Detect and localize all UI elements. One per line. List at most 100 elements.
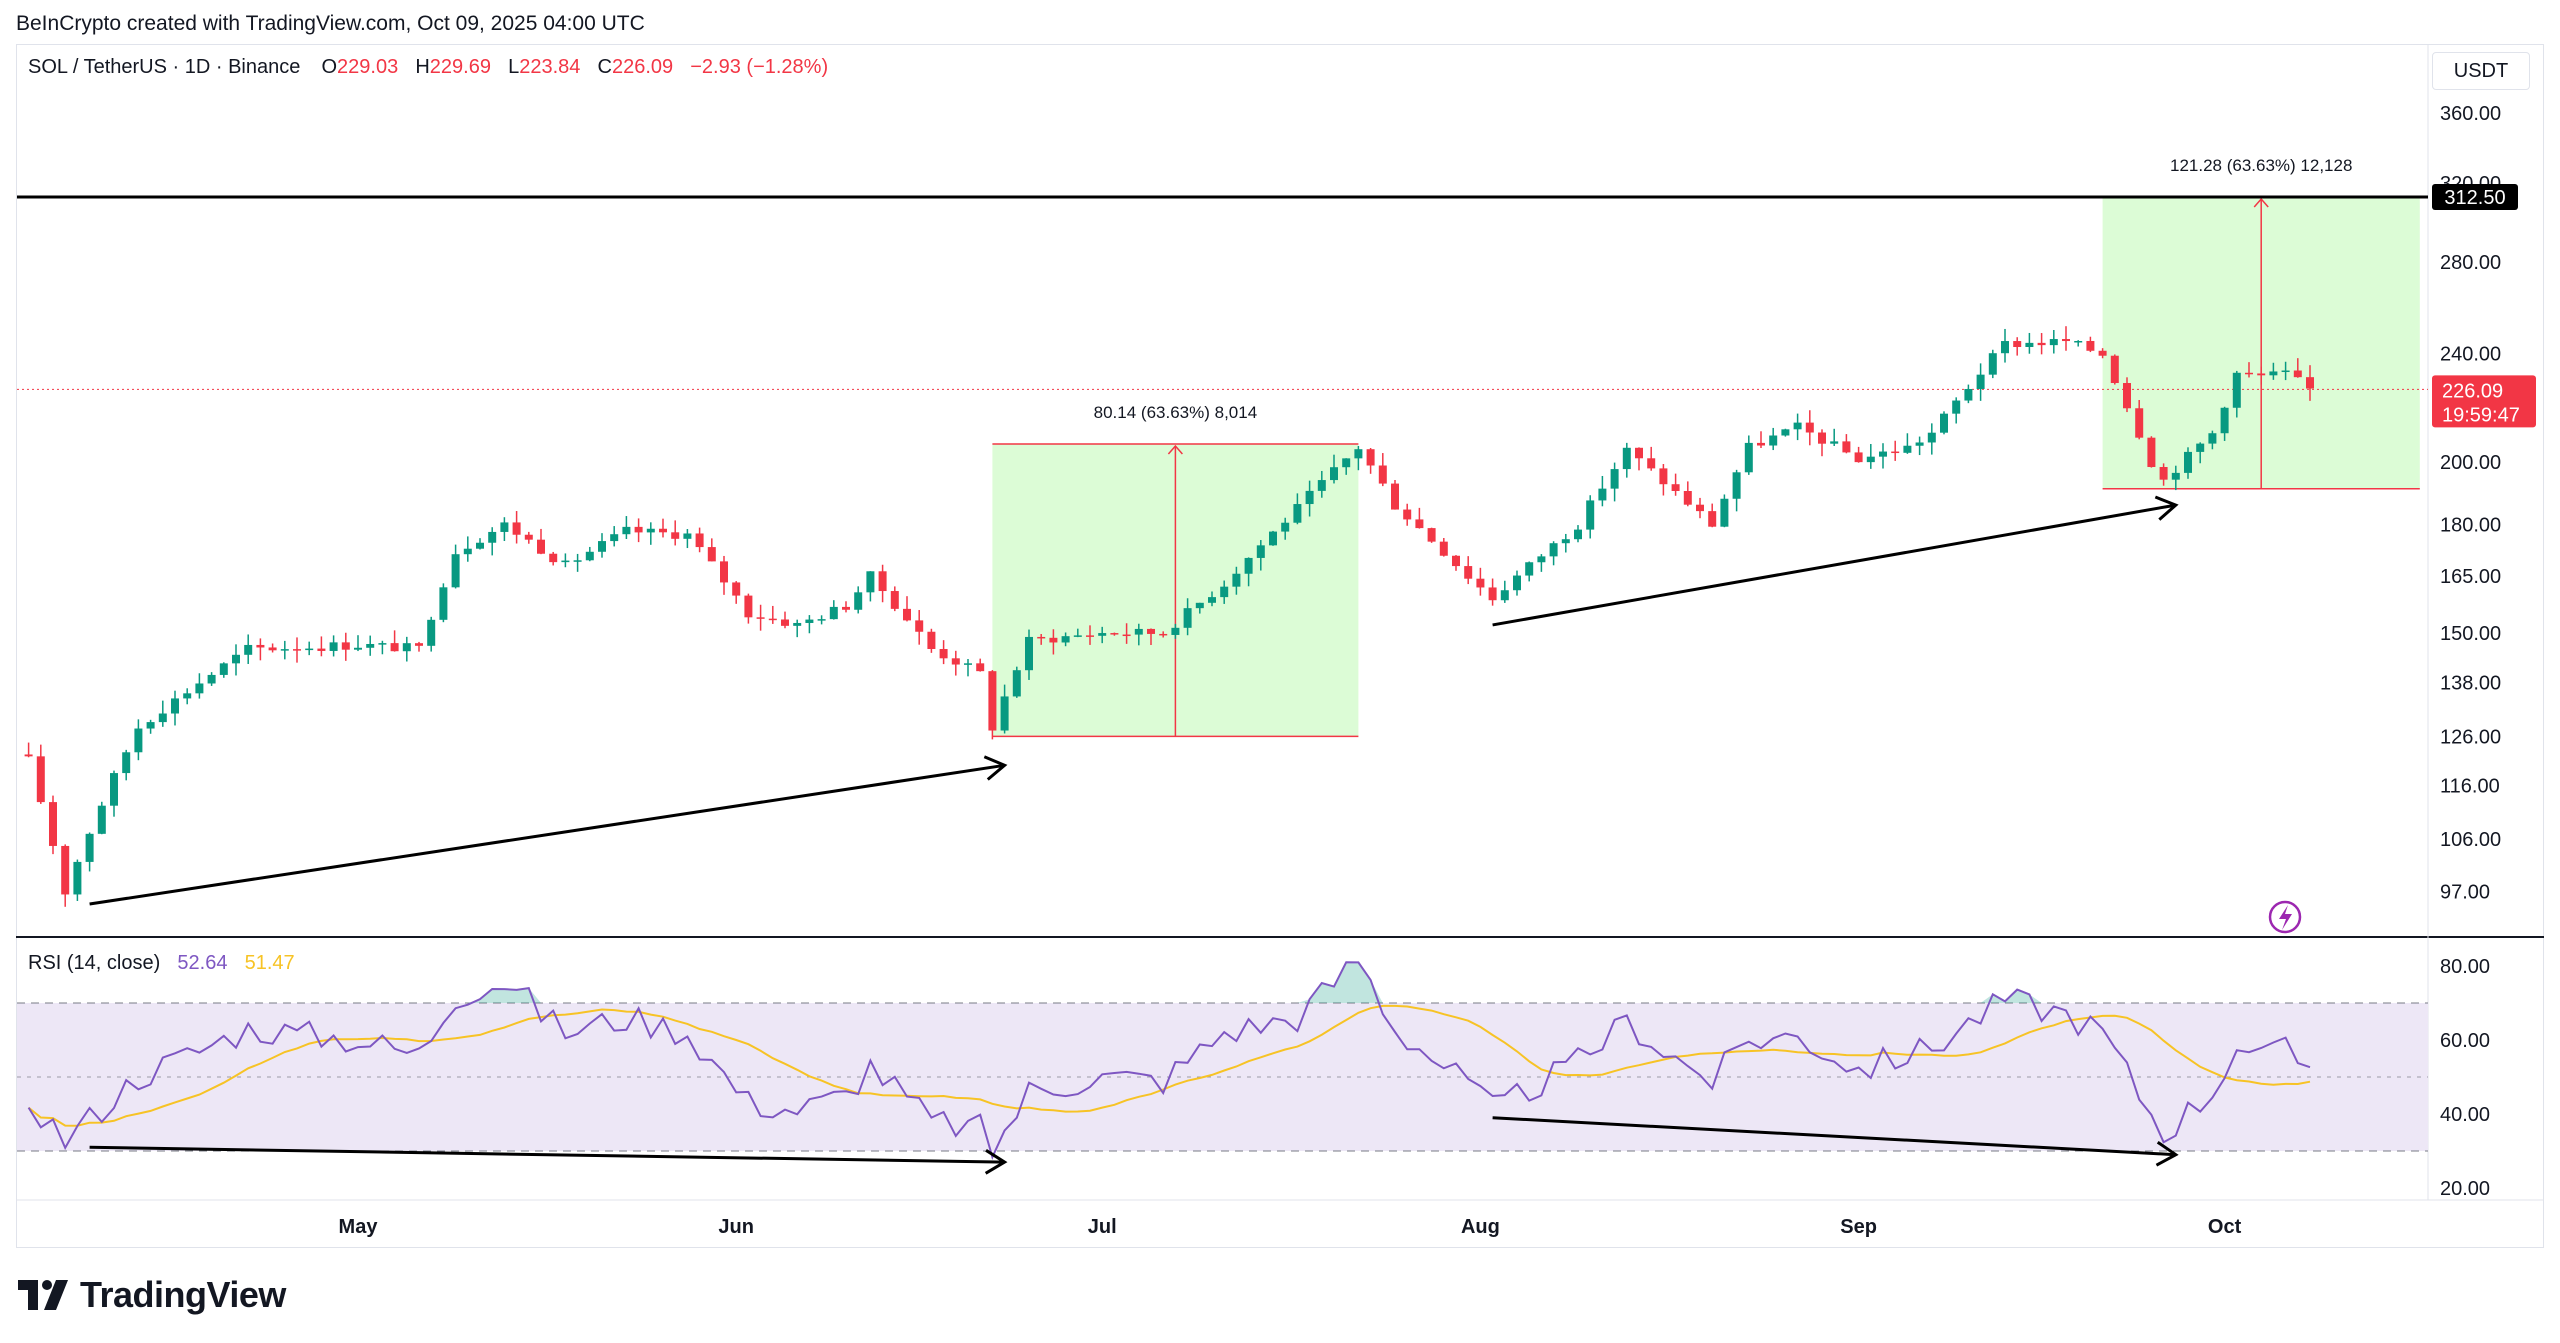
candle-body xyxy=(1854,452,1863,463)
candle-body xyxy=(1842,441,1851,453)
measure-label-1: 80.14 (63.63%) 8,014 xyxy=(1094,403,1258,422)
candle-body xyxy=(1427,528,1436,542)
tradingview-logo-text: TradingView xyxy=(80,1274,286,1315)
candle-body xyxy=(1281,522,1290,532)
candle-body xyxy=(232,654,240,664)
candle-body xyxy=(329,642,338,651)
candle-body xyxy=(732,582,741,596)
candle-body xyxy=(1391,483,1399,510)
candle-body xyxy=(622,526,631,535)
candle-body xyxy=(573,560,582,562)
candle-body xyxy=(1183,608,1192,628)
candle-body xyxy=(1952,400,1961,414)
candle-body xyxy=(378,643,387,645)
high-label: H xyxy=(415,56,430,78)
candle-body xyxy=(49,802,57,846)
candle-body xyxy=(2281,370,2290,373)
candle-body xyxy=(537,539,545,554)
candle-body xyxy=(1659,468,1668,485)
candle-body xyxy=(1940,413,1948,433)
time-axis-label: Oct xyxy=(2208,1216,2242,1238)
candle-body xyxy=(964,663,972,665)
candle-body xyxy=(585,551,594,561)
measure-arrow-head-1 xyxy=(1167,444,1183,455)
candle-body xyxy=(1366,449,1375,466)
candle-body xyxy=(158,713,167,723)
candle-body xyxy=(354,647,362,650)
candle-body xyxy=(476,542,484,549)
candle-body xyxy=(756,617,765,619)
candle-body xyxy=(2074,340,2083,343)
candle-body xyxy=(1073,635,1082,637)
candle-body xyxy=(1988,353,1997,375)
candle-body xyxy=(195,683,204,694)
candle-body xyxy=(1671,484,1680,491)
rsi-divergence-line-1-head xyxy=(984,1149,1008,1175)
candle-body xyxy=(549,553,558,563)
candle-body xyxy=(1574,529,1582,540)
candle-body xyxy=(1147,628,1155,634)
lightning-icon-bolt xyxy=(2279,905,2292,930)
price-trendline-2 xyxy=(1492,503,2177,627)
candle-body xyxy=(817,619,826,621)
price-axis-label: 165.00 xyxy=(2440,566,2501,588)
chart-canvas[interactable]: 80.14 (63.63%) 8,014 121.28 (63.63%) 12,1… xyxy=(0,0,2560,1260)
tradingview-logo[interactable]: TradingView xyxy=(18,1274,286,1316)
candle-body xyxy=(1964,388,1973,401)
rsi-value: 52.64 xyxy=(177,952,228,974)
candle-body xyxy=(85,833,94,862)
candle-body xyxy=(1195,602,1204,609)
candle-body xyxy=(171,698,179,714)
candle-body xyxy=(512,522,521,535)
candle-body xyxy=(903,608,911,621)
candle-body xyxy=(280,649,289,651)
candle-body xyxy=(61,845,70,895)
candle-body xyxy=(878,571,887,592)
candle-body xyxy=(744,595,753,618)
open-value: 229.03 xyxy=(337,56,399,78)
rsi-overbought-fill xyxy=(28,962,2310,1003)
candle-body xyxy=(2196,443,2205,452)
candle-body xyxy=(1086,635,1094,637)
candle-body xyxy=(2013,341,2022,348)
candle-body xyxy=(390,643,399,652)
rsi-divergence-line-1 xyxy=(89,1145,1005,1164)
candle-body xyxy=(1561,539,1570,544)
rsi-legend: RSI (14, close) 52.64 51.47 xyxy=(28,952,295,975)
open-label: O xyxy=(321,56,338,78)
time-axis-label: Jun xyxy=(718,1216,754,1238)
candle-body xyxy=(1134,628,1143,635)
candle-body xyxy=(1269,531,1277,546)
candle-body xyxy=(976,663,985,672)
rsi-axis-label: 60.00 xyxy=(2440,1030,2490,1052)
candle-body xyxy=(1500,590,1509,601)
candle-body xyxy=(1403,509,1412,520)
candle-body xyxy=(1635,447,1643,459)
symbol-legend: SOL / TetherUS · 1D · Binance O229.03 H2… xyxy=(28,56,828,79)
candle-body xyxy=(805,619,814,623)
candle-body xyxy=(122,752,131,774)
candle-body xyxy=(1781,429,1790,436)
candle-body xyxy=(634,526,643,533)
symbol-name[interactable]: SOL / TetherUS · 1D · Binance xyxy=(28,56,301,78)
candle-body xyxy=(97,805,106,834)
candle-body xyxy=(939,648,948,659)
candle-body xyxy=(415,643,423,646)
candle-body xyxy=(1915,442,1924,446)
candle-body xyxy=(768,618,777,621)
candle-body xyxy=(463,548,472,555)
candle-body xyxy=(2025,342,2034,348)
candle-body xyxy=(2306,377,2314,389)
candle-body xyxy=(1513,575,1521,591)
rsi-ma-value: 51.47 xyxy=(244,952,295,974)
currency-selector[interactable]: USDT xyxy=(2432,52,2530,90)
measure-arrow-head-2 xyxy=(2253,197,2269,208)
price-axis-label: 180.00 xyxy=(2440,515,2501,537)
candle-body xyxy=(500,522,509,532)
candle-body xyxy=(1452,555,1460,567)
candle-body xyxy=(402,643,411,652)
price-axis-label: 106.00 xyxy=(2440,829,2501,851)
price-axis-label: 360.00 xyxy=(2440,103,2501,125)
current-price-label: 226.09 xyxy=(2442,380,2503,402)
rsi-name[interactable]: RSI (14, close) xyxy=(28,952,161,974)
